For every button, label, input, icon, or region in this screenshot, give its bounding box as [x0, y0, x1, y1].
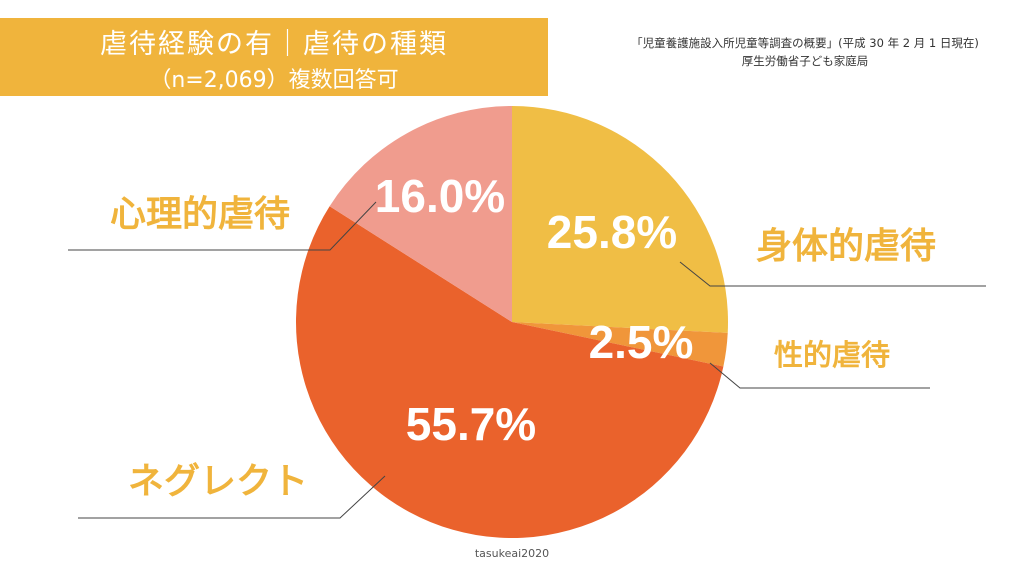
pie-slice-3 — [295, 206, 724, 539]
leader-line-1 — [679, 261, 986, 287]
chart-subtitle: （n=2,069）複数回答可 — [149, 68, 399, 93]
credit-text: tasukeai2020 — [474, 547, 550, 560]
source-note: 「児童養護施設入所児童等調査の概要」(平成 30 年 2 月 1 日現在) 厚生… — [600, 34, 1010, 70]
leader-line-3 — [78, 475, 386, 519]
slice-value-label: 55.7% — [406, 398, 536, 450]
slice-category-label: ネグレクト — [128, 461, 308, 502]
slice-category-label: 身体的虐待 — [756, 226, 936, 267]
pie-slice-2 — [512, 322, 728, 367]
leader-line-4 — [68, 201, 377, 251]
source-line-2: 厚生労働省子ども家庭局 — [741, 54, 869, 68]
source-line-1: 「児童養護施設入所児童等調査の概要」(平成 30 年 2 月 1 日現在) — [631, 36, 979, 50]
slice-category-label: 性的虐待 — [774, 338, 890, 372]
slice-category-label: 心理的虐待 — [110, 194, 290, 235]
pie-slice-4 — [329, 106, 512, 322]
slice-value-label: 16.0% — [375, 170, 505, 222]
pie-slice-1 — [512, 106, 728, 333]
leader-line-2 — [709, 362, 930, 389]
slice-value-label: 25.8% — [547, 206, 677, 258]
chart-title: 虐待経験の有｜虐待の種類 — [100, 29, 448, 60]
slice-value-label: 2.5% — [589, 316, 694, 368]
title-banner: 虐待経験の有｜虐待の種類 （n=2,069）複数回答可 — [0, 18, 548, 96]
